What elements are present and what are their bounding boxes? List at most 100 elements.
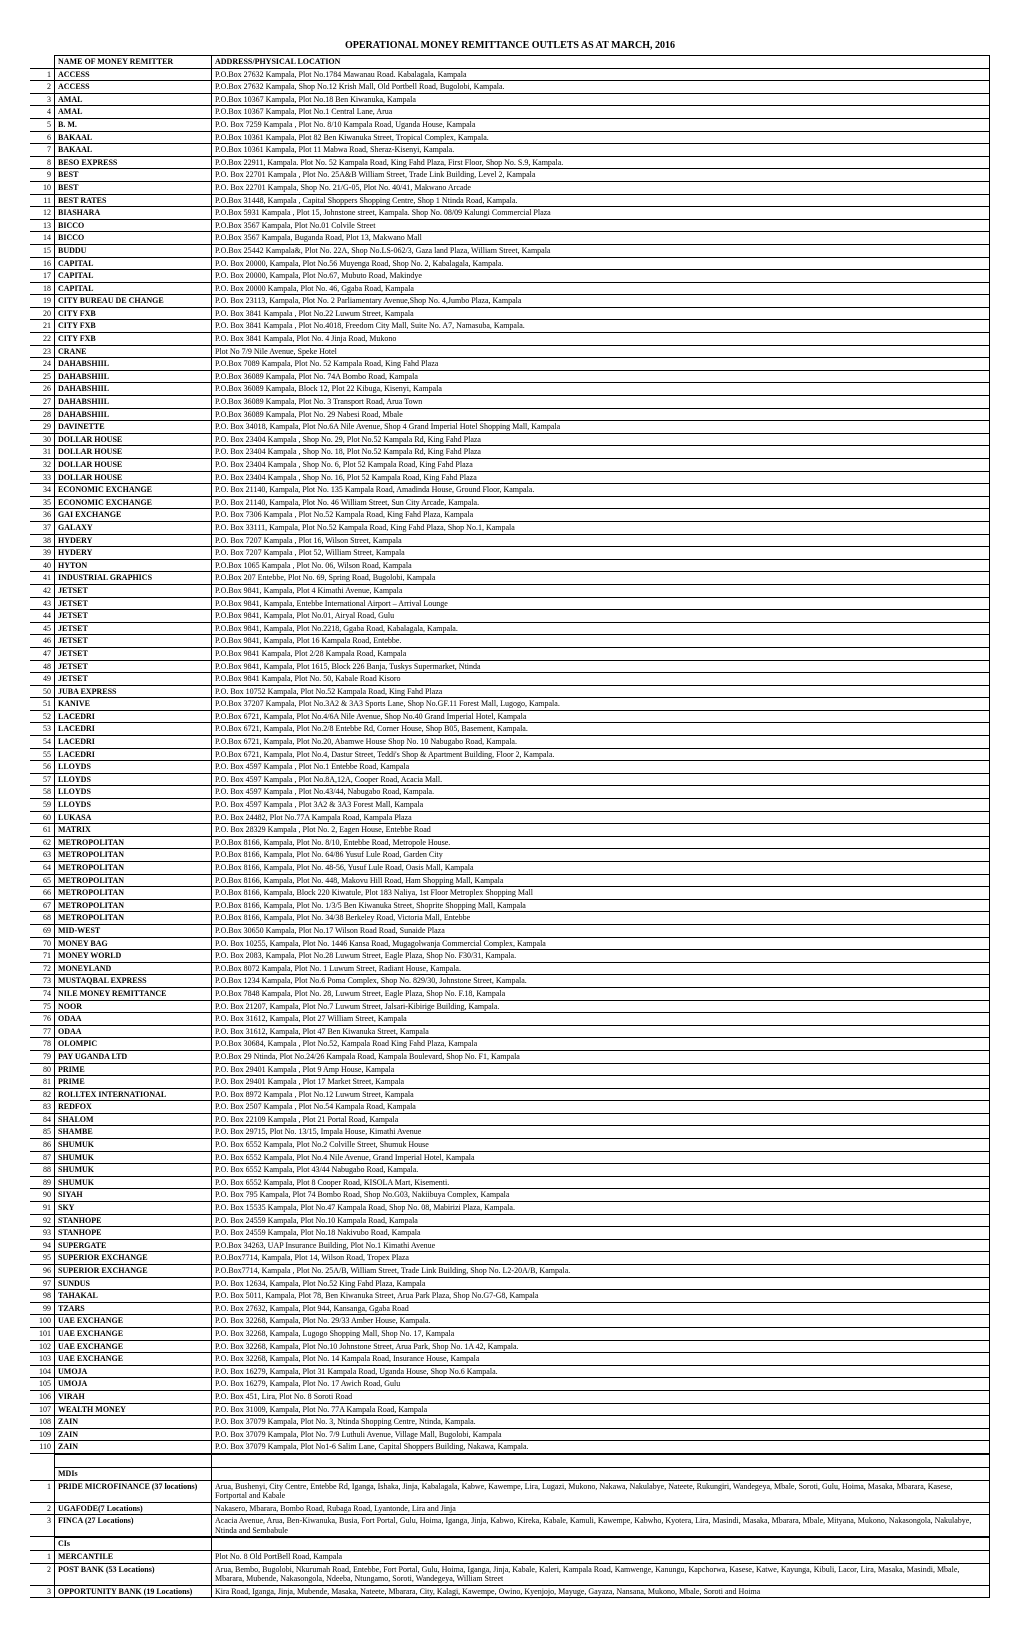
row-address: P.O.Box 9841, Kampala, Entebbe Internati… bbox=[212, 597, 990, 610]
row-name: LACEDRI bbox=[55, 723, 212, 736]
row-address: P.O.Box 6721, Kampala, Plot No.20, Abamw… bbox=[212, 736, 990, 749]
row-address: P.O.Box 6721, Kampala, Plot No.2/8 Enteb… bbox=[212, 723, 990, 736]
row-number: 31 bbox=[30, 446, 55, 459]
row-name: LLOYDS bbox=[55, 799, 212, 812]
row-address: P.O.Box 7089 Kampala, Plot No. 52 Kampal… bbox=[212, 358, 990, 371]
row-number: 27 bbox=[30, 396, 55, 409]
row-address: Arua, Bushenyi, City Centre, Entebbe Rd,… bbox=[212, 1480, 990, 1502]
row-name: MONEY WORLD bbox=[55, 950, 212, 963]
row-address: P.O.Box 30684, Kampala , Plot No.52, Kam… bbox=[212, 1038, 990, 1051]
row-number: 88 bbox=[30, 1164, 55, 1177]
row-number: 15 bbox=[30, 244, 55, 257]
row-address: P.O.Box 9841, Kampala, Plot No.01, Airya… bbox=[212, 610, 990, 623]
row-number: 109 bbox=[30, 1428, 55, 1441]
row-name: JETSET bbox=[55, 673, 212, 686]
row-name: DAHABSHIIL bbox=[55, 358, 212, 371]
row-name: DOLLAR HOUSE bbox=[55, 459, 212, 472]
row-name: METROPOLITAN bbox=[55, 899, 212, 912]
row-number: 73 bbox=[30, 975, 55, 988]
row-number: 40 bbox=[30, 559, 55, 572]
row-name: STANHOPE bbox=[55, 1227, 212, 1240]
row-name: BAKAAL bbox=[55, 144, 212, 157]
row-number: 78 bbox=[30, 1038, 55, 1051]
mdis-table: MDIs 1PRIDE MICROFINANCE (37 locations)A… bbox=[30, 1454, 990, 1538]
main-table: NAME OF MONEY REMITTER ADDRESS/PHYSICAL … bbox=[30, 55, 990, 1454]
row-number: 55 bbox=[30, 748, 55, 761]
row-address: P.O.Box 36089 Kampala, Plot No. 74A Bomb… bbox=[212, 370, 990, 383]
row-address: P.O.Box 8166, Kampala, Block 220 Kiwatul… bbox=[212, 887, 990, 900]
row-name: TAHAKAL bbox=[55, 1290, 212, 1303]
row-address: P.O.Box 29 Ntinda, Plot No.24/26 Kampala… bbox=[212, 1050, 990, 1063]
row-number: 93 bbox=[30, 1227, 55, 1240]
row-name: MERCANTILE bbox=[55, 1551, 212, 1564]
row-name: B. M. bbox=[55, 118, 212, 131]
row-name: GAI EXCHANGE bbox=[55, 509, 212, 522]
row-name: DOLLAR HOUSE bbox=[55, 446, 212, 459]
row-address: P.O. Box 7306 Kampala , Plot No.52 Kampa… bbox=[212, 509, 990, 522]
row-name: PRIME bbox=[55, 1063, 212, 1076]
row-name: ODAA bbox=[55, 1013, 212, 1026]
row-address: P.O.Box 9841 Kampala, Plot 2/28 Kampala … bbox=[212, 647, 990, 660]
row-name: NOOR bbox=[55, 1000, 212, 1013]
row-number: 110 bbox=[30, 1441, 55, 1454]
row-name: SUPERIOR EXCHANGE bbox=[55, 1265, 212, 1278]
row-address: P.O. Box 4597 Kampala , Plot No.1 Entebb… bbox=[212, 761, 990, 774]
row-address: P.O. Box 24482, Plot No.77A Kampala Road… bbox=[212, 811, 990, 824]
row-name: ZAIN bbox=[55, 1441, 212, 1454]
row-number: 98 bbox=[30, 1290, 55, 1303]
row-name: METROPOLITAN bbox=[55, 874, 212, 887]
row-address: P.O.Box 10367 Kampala, Plot No.18 Ben Ki… bbox=[212, 93, 990, 106]
header-addr: ADDRESS/PHYSICAL LOCATION bbox=[212, 56, 990, 69]
header-name: NAME OF MONEY REMITTER bbox=[55, 56, 212, 69]
row-address: P.O. Box 16279, Kampala, Plot No. 17 Awi… bbox=[212, 1378, 990, 1391]
row-name: ZAIN bbox=[55, 1416, 212, 1429]
row-number: 23 bbox=[30, 345, 55, 358]
row-number: 61 bbox=[30, 824, 55, 837]
row-name: DAHABSHIIL bbox=[55, 370, 212, 383]
row-number: 14 bbox=[30, 232, 55, 245]
row-address: P.O. Box 33111, Kampala, Plot No.52 Kamp… bbox=[212, 521, 990, 534]
row-name: JETSET bbox=[55, 635, 212, 648]
row-number: 6 bbox=[30, 131, 55, 144]
row-number: 44 bbox=[30, 610, 55, 623]
row-number: 28 bbox=[30, 408, 55, 421]
row-name: JETSET bbox=[55, 584, 212, 597]
row-number: 100 bbox=[30, 1315, 55, 1328]
row-address: P.O. Box 8972 Kampala , Plot No.12 Luwum… bbox=[212, 1088, 990, 1101]
row-number: 103 bbox=[30, 1353, 55, 1366]
row-number: 70 bbox=[30, 937, 55, 950]
row-name: SUPERGATE bbox=[55, 1239, 212, 1252]
row-name: SHUMUK bbox=[55, 1164, 212, 1177]
row-address: P.O.Box 5931 Kampala , Plot 15, Johnston… bbox=[212, 207, 990, 220]
row-address: P.O. Box 4597 Kampala , Plot 3A2 & 3A3 F… bbox=[212, 799, 990, 812]
row-name: DOLLAR HOUSE bbox=[55, 471, 212, 484]
row-address: P.O.Box 25442 Kampala&, Plot No. 22A, Sh… bbox=[212, 244, 990, 257]
row-number: 46 bbox=[30, 635, 55, 648]
row-name: MUSTAQBAL EXPRESS bbox=[55, 975, 212, 988]
row-address: P.O.Box 36089 Kampala, Plot No. 29 Nabes… bbox=[212, 408, 990, 421]
row-name: METROPOLITAN bbox=[55, 887, 212, 900]
row-name: CAPITAL bbox=[55, 257, 212, 270]
row-number: 5 bbox=[30, 118, 55, 131]
row-number: 85 bbox=[30, 1126, 55, 1139]
row-name: METROPOLITAN bbox=[55, 912, 212, 925]
row-number: 43 bbox=[30, 597, 55, 610]
row-number: 96 bbox=[30, 1265, 55, 1278]
row-number: 39 bbox=[30, 547, 55, 560]
row-number: 8 bbox=[30, 156, 55, 169]
row-name: SIYAH bbox=[55, 1189, 212, 1202]
row-address: P.O.Box 34263, UAP Insurance Building, P… bbox=[212, 1239, 990, 1252]
row-address: P.O. Box 22701 Kampala , Plot No. 25A&B … bbox=[212, 169, 990, 182]
row-number: 38 bbox=[30, 534, 55, 547]
row-address: P.O.Box 36089 Kampala, Block 12, Plot 22… bbox=[212, 383, 990, 396]
row-address: P.O.Box 8166, Kampala, Plot No. 64/86 Yu… bbox=[212, 849, 990, 862]
row-address: Acacia Avenue, Arua, Ben-Kiwanuka, Busia… bbox=[212, 1515, 990, 1537]
row-name: MONEYLAND bbox=[55, 962, 212, 975]
row-address: P.O.Box 6721, Kampala, Plot No.4/6A Nile… bbox=[212, 710, 990, 723]
row-address: P.O. Box 23404 Kampala , Shop No. 18, Pl… bbox=[212, 446, 990, 459]
row-number: 2 bbox=[30, 81, 55, 94]
row-name: SHUMUK bbox=[55, 1176, 212, 1189]
row-name: SUNDUS bbox=[55, 1277, 212, 1290]
row-address: P.O.Box 10361 Kampala, Plot 11 Mabwa Roa… bbox=[212, 144, 990, 157]
row-number: 30 bbox=[30, 433, 55, 446]
